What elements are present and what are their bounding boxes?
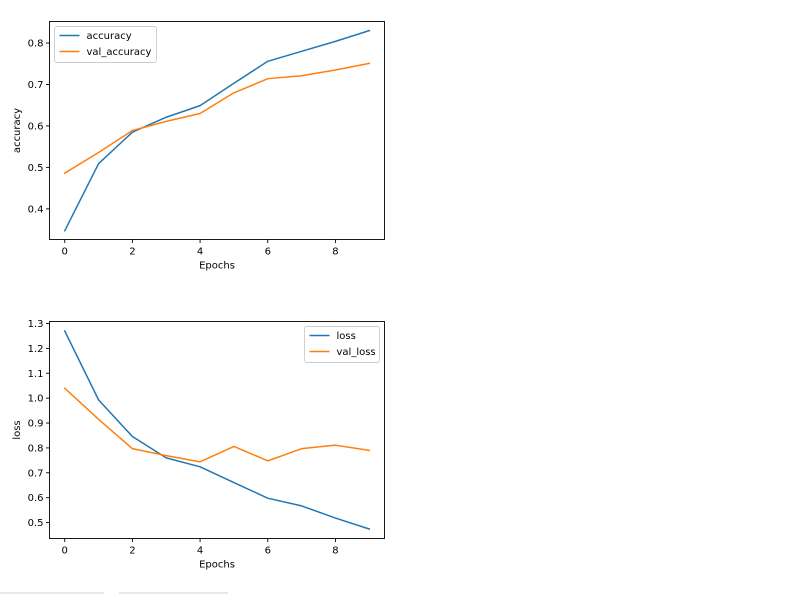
legend-label-loss: loss [337, 331, 356, 342]
y-tick-label: 0.6 [28, 493, 44, 504]
x-tick-label: 0 [62, 247, 68, 258]
bottom-strip-right [119, 592, 228, 594]
legend-label-val_loss: val_loss [337, 347, 376, 358]
y-tick-label: 1.0 [28, 394, 44, 405]
x-tick-label: 8 [332, 247, 338, 258]
legend: accuracy val_accuracy [54, 26, 157, 63]
series-line-loss [63, 329, 371, 530]
plot-frame [49, 21, 385, 240]
y-tick-label: 0.4 [28, 204, 44, 215]
y-tick-label: 0.5 [28, 518, 44, 529]
x-tick-label: 8 [332, 546, 338, 557]
y-tick-label: 0.7 [28, 468, 44, 479]
accuracy-chart: 0 2 4 6 80.40.50.60.70.8Epochsaccuracyaccura… [12, 21, 385, 272]
legend-label-accuracy: accuracy [87, 31, 132, 42]
y-axis-label: loss [12, 420, 23, 439]
x-tick-label: 0 [62, 546, 68, 557]
x-tick-label: 2 [129, 247, 135, 258]
x-tick-label: 6 [265, 247, 271, 258]
x-tick-label: 4 [197, 247, 203, 258]
y-tick-label: 1.2 [28, 344, 44, 355]
y-tick-label: 0.5 [28, 163, 44, 174]
bottom-strip-left [0, 592, 104, 594]
legend-label-val_accuracy: val_accuracy [87, 47, 152, 58]
series-line-val_accuracy [63, 62, 371, 175]
y-tick-label: 0.8 [28, 443, 44, 454]
x-tick-label: 4 [197, 546, 203, 557]
y-tick-label: 0.9 [28, 419, 44, 430]
loss-chart: 0 2 4 6 8 0.5 0.6 0.7 0.8 0.9 1.0 1.1 1.2 1.3 Epochs lo… [12, 319, 385, 571]
y-tick-label: 0.6 [28, 121, 44, 132]
series-line-val_loss [63, 387, 371, 463]
y-axis-label: accuracy [12, 108, 23, 153]
plot-frame [49, 321, 385, 539]
x-axis-label: Epochs [199, 560, 235, 571]
y-tick-label: 0.7 [28, 80, 44, 91]
legend: loss val_loss [304, 326, 380, 363]
series-line-accuracy [63, 29, 371, 232]
x-axis-label: Epochs [199, 261, 235, 272]
legend-box [54, 26, 157, 63]
x-tick-label: 2 [129, 546, 135, 557]
y-tick-label: 1.3 [28, 319, 44, 330]
x-tick-label: 6 [265, 546, 271, 557]
y-tick-label: 0.8 [28, 39, 44, 50]
y-tick-label: 1.1 [28, 369, 44, 380]
